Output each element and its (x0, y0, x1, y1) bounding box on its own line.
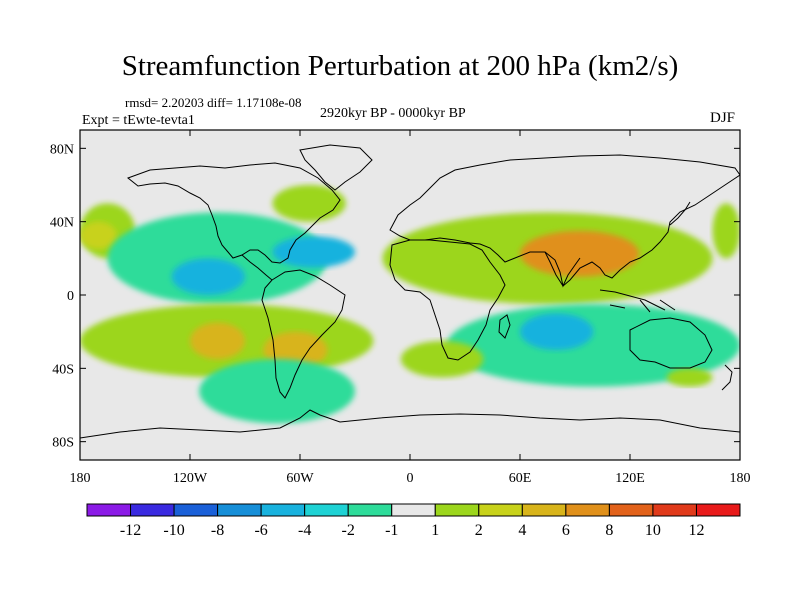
colorbar-swatch (608, 503, 654, 517)
colorbar-label: -6 (254, 522, 267, 539)
experiment-label: Expt = tEwte-tevta1 (82, 113, 195, 128)
coast-madagascar (498, 314, 511, 339)
contour-region-4 (272, 236, 355, 268)
x-tick-label: 120E (615, 471, 645, 486)
x-tick-label: 180 (70, 471, 91, 486)
coast-antarctica (80, 409, 740, 439)
contour-region-8 (263, 331, 328, 369)
colorbar-swatch (521, 503, 567, 517)
colorbar-label: 10 (645, 522, 661, 539)
y-tick-label: 0 (67, 289, 74, 304)
contour-region-9 (199, 359, 355, 424)
contour-region-14 (400, 340, 484, 378)
y-tick-label: 80N (50, 142, 74, 157)
coast-africa (389, 239, 506, 361)
colorbar-label: -12 (120, 522, 141, 539)
axes: 180 120W 60W 0 60E 120E 180 80N 40N 0 40S 80S (50, 130, 751, 486)
colorbar-swatch (565, 503, 610, 517)
x-tick-label: 60W (286, 471, 314, 486)
colorbar-label: 1 (431, 522, 439, 539)
contour-region-13 (520, 313, 594, 350)
contour-region-11 (520, 230, 640, 277)
contour-region-5 (272, 185, 346, 222)
colorbar-label: -4 (298, 522, 311, 539)
colorbar-swatch (434, 503, 480, 517)
contour-region-1 (80, 221, 117, 250)
colorbar-swatch (173, 503, 219, 517)
stats-line: rmsd= 2.20203 diff= 1.17108e-08 (125, 95, 302, 110)
coast-india (544, 251, 581, 288)
y-tick-label: 40S (52, 362, 74, 377)
coast-central-america (241, 254, 273, 281)
season-label: DJF (710, 110, 736, 126)
y-tick-label: 80S (52, 436, 74, 451)
y-tick-label: 40N (50, 216, 74, 231)
colorbar-label: 8 (605, 522, 613, 539)
colorbar-swatch (217, 503, 262, 517)
colorbar-swatch (86, 503, 132, 517)
contour-field (80, 185, 740, 424)
contour-region-7 (190, 322, 245, 360)
coast-greenland (299, 144, 373, 191)
chart-title: Streamfunction Perturbation at 200 hPa (… (121, 50, 679, 82)
period-label: 2920kyr BP - 0000kyr BP (320, 106, 466, 121)
colorbar: -12 -10 -8 -6 -4 -2 -1 1 2 4 6 8 10 12 (86, 503, 741, 539)
coast-north-america (126, 162, 341, 264)
coast-se-asia (599, 289, 676, 313)
colorbar-swatch (652, 503, 697, 517)
x-tick-label: 180 (730, 471, 751, 486)
coastlines (80, 144, 740, 439)
coast-new-zealand (721, 364, 733, 391)
contour-region-3 (171, 258, 245, 295)
colorbar-label: -2 (342, 522, 355, 539)
colorbar-swatch (695, 503, 741, 517)
contour-region-12 (446, 304, 740, 387)
x-tick-label: 120W (173, 471, 208, 486)
colorbar-swatch (304, 503, 349, 517)
colorbar-label: -1 (385, 522, 398, 539)
colorbar-label: 6 (562, 522, 570, 539)
colorbar-swatch (130, 503, 175, 517)
contour-region-2 (107, 212, 328, 305)
colorbar-label: 2 (475, 522, 483, 539)
colorbar-label: 4 (518, 522, 526, 539)
x-tick-label: 0 (407, 471, 414, 486)
coast-eurasia (389, 154, 740, 287)
colorbar-label: 12 (688, 522, 704, 539)
contour-region-16 (712, 203, 740, 259)
coast-australia (629, 317, 713, 369)
colorbar-label: -8 (211, 522, 224, 539)
colorbar-swatch (347, 503, 393, 517)
colorbar-swatch (260, 503, 306, 517)
colorbar-label: -10 (163, 522, 184, 539)
colorbar-swatch (478, 503, 523, 517)
contour-region-15 (666, 368, 713, 387)
x-tick-label: 60E (509, 471, 532, 486)
coast-japan (669, 201, 691, 226)
coast-south-america (261, 269, 346, 399)
colorbar-swatch (391, 503, 436, 517)
